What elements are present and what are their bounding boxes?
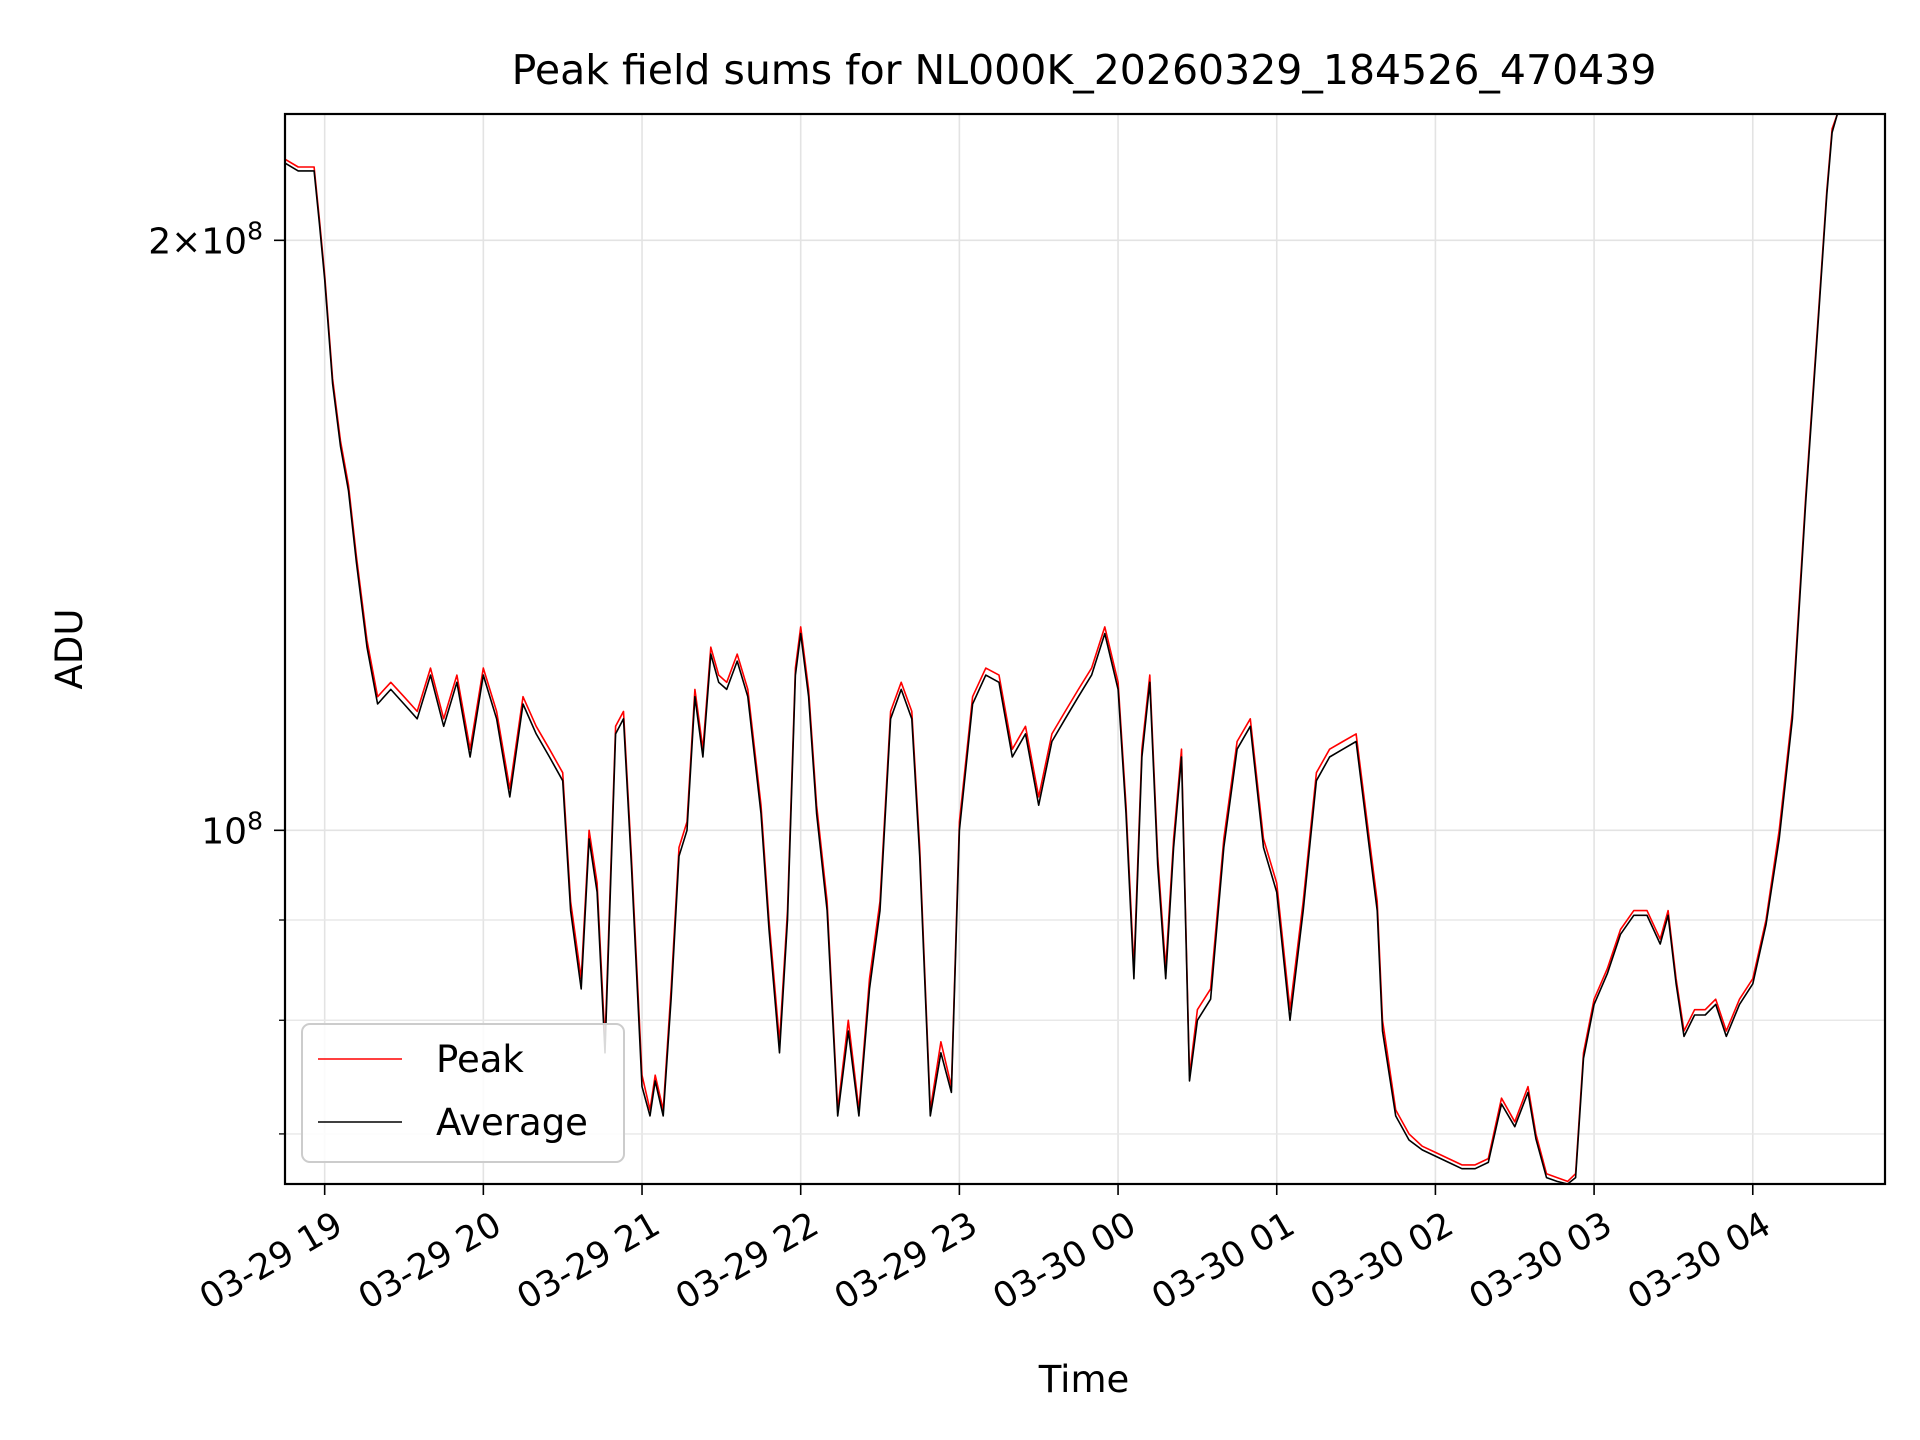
y-axis: 108 2×108	[148, 216, 285, 1135]
grid	[285, 114, 1885, 1184]
legend-label-average: Average	[436, 1101, 588, 1144]
series-line-average	[285, 114, 1839, 1184]
legend: Peak Average	[301, 1023, 625, 1163]
chart-title: Peak field sums for NL000K_20260329_1845…	[512, 46, 1657, 94]
series-layer	[285, 114, 1839, 1184]
plot-frame	[283, 112, 1887, 1186]
x-axis-label: Time	[1038, 1358, 1130, 1401]
y-axis-label: ADU	[48, 609, 91, 690]
legend-label-peak: Peak	[436, 1038, 524, 1081]
y-tick-label: 108	[201, 806, 263, 852]
y-tick-label: 2×108	[148, 216, 263, 262]
